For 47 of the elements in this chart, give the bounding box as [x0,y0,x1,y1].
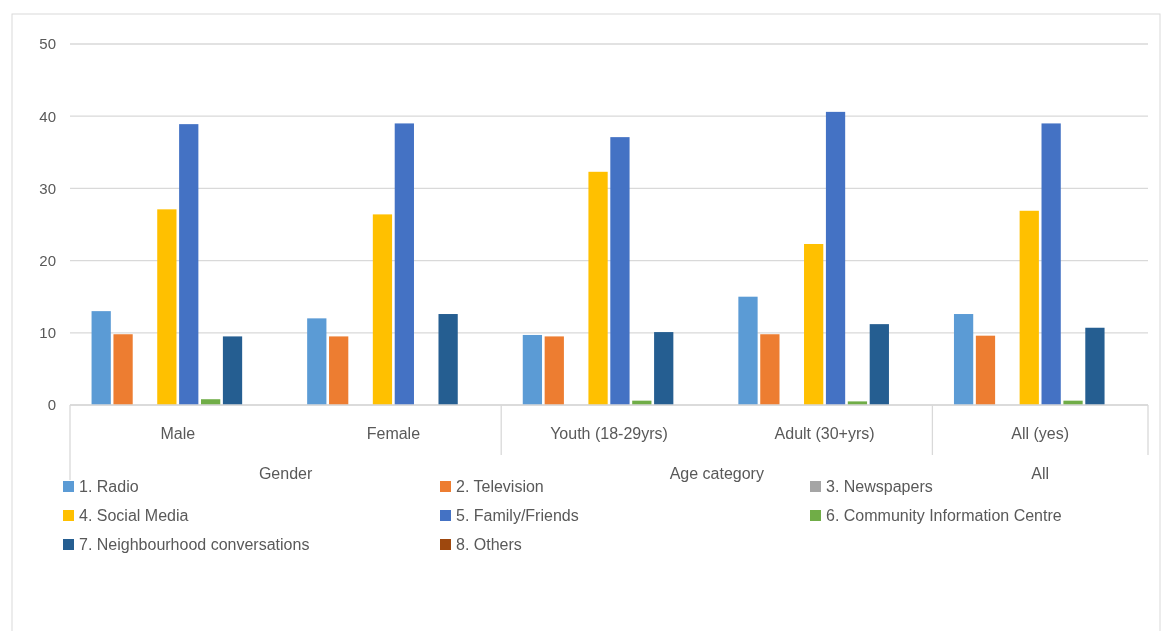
bar [760,334,780,405]
text: All [1031,465,1050,482]
bar [222,336,243,405]
y-tick-label: 20 [39,251,56,269]
x-tick-label: Male [160,425,196,442]
legend-label: 6. Community Information Centre [826,507,1062,524]
bar [113,334,133,405]
bar [610,137,630,405]
legend-label: 8. Others [456,536,522,553]
text: Age category [669,465,764,482]
bar [738,296,758,405]
bar [953,314,974,405]
bar [825,111,846,405]
bar [975,335,996,405]
x-tick-label: All (yes) [1011,425,1070,442]
legend-label: 7. Neighbourhood conversations [79,536,310,553]
bar [544,336,564,405]
bar [438,314,458,405]
bar [372,214,393,405]
legend-label: 1. Radio [79,478,139,495]
bar [654,332,674,405]
bar [394,123,414,405]
legend-label: 2. Television [456,478,544,495]
y-tick-label: 30 [39,179,56,197]
x-tick-label: Adult (30+yrs) [774,425,875,442]
x-tick-label: Female [366,425,421,442]
legend-label: 3. Newspapers [826,478,933,495]
y-tick-label: 50 [39,35,56,53]
x-tick-label: Youth (18-29yrs) [550,425,668,442]
bar [307,318,327,405]
y-tick-label: 40 [39,107,56,125]
bar [588,171,608,405]
legend-label: 4. Social Media [79,507,189,524]
bar [1019,210,1039,405]
bar [157,209,177,405]
y-tick-label: 0 [47,396,56,414]
bar [804,243,824,405]
bar [522,334,543,405]
text: Gender [258,465,313,482]
legend-label: 5. Family/Friends [456,507,579,524]
bar [329,336,349,405]
bar [91,311,111,405]
bar [1085,327,1105,405]
y-tick-label: 10 [39,324,56,342]
bar [179,124,199,405]
bar [1041,123,1061,405]
bar [869,324,889,405]
